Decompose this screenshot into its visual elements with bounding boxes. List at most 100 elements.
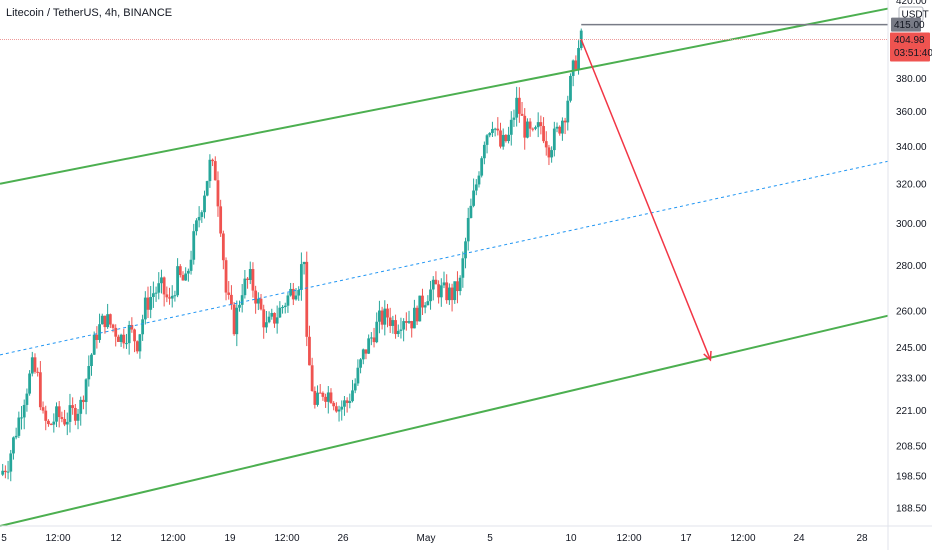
candle-up — [79, 399, 83, 414]
candle-up — [170, 295, 174, 299]
candle-down — [291, 288, 295, 300]
candle-down — [165, 294, 169, 298]
price-tick-label: 280.00 — [896, 261, 927, 272]
candle-down — [251, 269, 255, 291]
candle-up — [466, 217, 470, 242]
candle-up — [186, 270, 190, 274]
time-tick-label: 24 — [793, 533, 805, 544]
candle-up — [189, 259, 193, 271]
candle-up — [485, 135, 489, 145]
candle-up — [316, 392, 319, 405]
candle-down — [133, 329, 136, 342]
candle-down — [450, 287, 454, 301]
candle-down — [434, 279, 438, 285]
time-tick-label: May — [417, 533, 436, 544]
candle-up — [534, 127, 537, 129]
candle-up — [270, 312, 274, 317]
candle-down — [504, 134, 508, 142]
candle-up — [453, 281, 457, 301]
candle-up — [197, 216, 201, 221]
candle-up — [431, 279, 435, 290]
candle-down — [111, 324, 115, 328]
candle-up — [98, 324, 101, 340]
candle-up — [119, 334, 123, 342]
candle-up — [526, 121, 529, 138]
candle-down — [224, 260, 228, 293]
candle-down — [60, 417, 64, 419]
candle-up — [286, 295, 290, 306]
candle-up — [367, 338, 371, 354]
candle-down — [334, 406, 338, 412]
candle-up — [294, 295, 298, 300]
candle-down — [73, 407, 77, 421]
candle-up — [299, 264, 303, 290]
candle-up — [1, 470, 5, 475]
candle-up — [141, 319, 145, 335]
candle-down — [227, 292, 231, 295]
candle-up — [173, 295, 177, 297]
candle-up — [509, 119, 513, 135]
candle-down — [71, 405, 75, 408]
candle-up — [30, 357, 34, 374]
candle-down — [63, 418, 66, 425]
candle-down — [95, 334, 99, 340]
candle-up — [369, 337, 373, 339]
time-tick-label: 10 — [565, 533, 577, 544]
candle-up — [439, 285, 443, 298]
candle-up — [243, 278, 247, 296]
candle-up — [154, 292, 158, 294]
price-axis[interactable]: 400.00380.00360.00340.00320.00300.00280.… — [887, 0, 932, 550]
time-tick-label: 28 — [856, 533, 868, 544]
candle-down — [181, 275, 185, 281]
time-tick-label: 5 — [1, 533, 7, 544]
candle-down — [219, 206, 223, 234]
time-tick-label: 12 — [110, 533, 122, 544]
candle-up — [359, 359, 362, 368]
candle-down — [544, 141, 548, 148]
candle-up — [555, 126, 559, 129]
candle-down — [404, 321, 408, 323]
candle-up — [491, 128, 494, 133]
candle-down — [520, 113, 524, 116]
time-tick-label: 26 — [337, 533, 349, 544]
candle-down — [216, 180, 220, 207]
candle-down — [386, 308, 389, 318]
price-tick-label: 320.00 — [896, 179, 927, 190]
channel-lower-line — [0, 314, 889, 527]
candle-up — [68, 405, 72, 422]
candle-up — [413, 307, 416, 329]
candle-down — [415, 307, 419, 322]
candle-down — [108, 314, 112, 325]
candle-up — [512, 117, 516, 120]
candle-up — [337, 409, 341, 412]
candle-down — [168, 297, 171, 299]
time-tick-label: 17 — [680, 533, 692, 544]
candle-up — [297, 289, 301, 296]
candle-down — [318, 392, 322, 394]
projection-arrow-head — [703, 350, 712, 362]
drawings-layer — [0, 7, 889, 527]
time-axis[interactable]: 5 12:00 12 12:00 19 12:00 26 May 5 10 12:00 17 12:00… — [0, 525, 932, 544]
candle-up — [106, 314, 110, 328]
candle-down — [117, 336, 120, 342]
candle-up — [265, 322, 268, 328]
symbol-name: Litecoin / TetherUS — [6, 7, 99, 19]
candle-up — [238, 304, 241, 308]
candle-up — [464, 241, 467, 259]
candle-down — [122, 334, 126, 344]
candle-down — [221, 233, 225, 261]
price-tick-label: 221.00 — [896, 406, 927, 417]
candle-down — [305, 261, 309, 337]
candle-up — [127, 324, 131, 344]
candle-down — [211, 159, 214, 162]
candle-up — [278, 307, 282, 318]
candle-up — [340, 406, 344, 410]
candle-up — [256, 298, 260, 304]
price-tick-label: 380.00 — [896, 74, 927, 85]
candle-down — [246, 278, 249, 280]
price-tick-label: 300.00 — [896, 219, 927, 230]
candle-up — [302, 261, 306, 265]
candle-down — [130, 324, 134, 330]
candle-up — [143, 297, 147, 320]
